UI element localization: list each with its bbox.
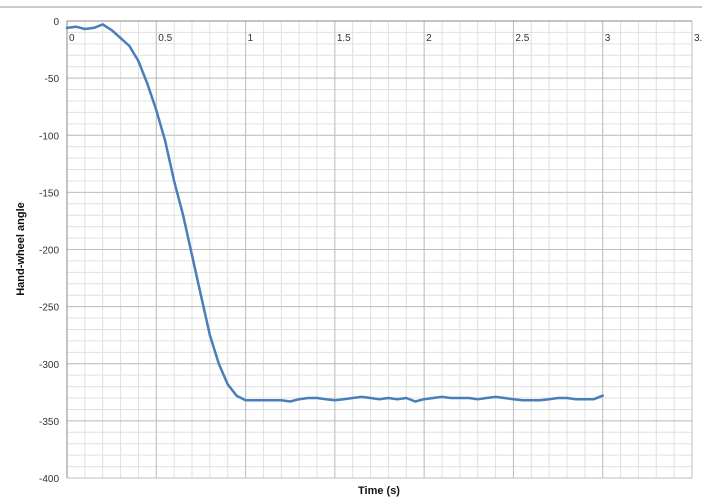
x-tick-label: 2.5 xyxy=(515,33,529,44)
y-tick-label: -400 xyxy=(39,474,59,485)
x-axis-title: Time (s) xyxy=(358,485,400,497)
y-tick-label: -200 xyxy=(39,246,59,257)
major-gridlines xyxy=(66,20,693,479)
x-tick-label: 1 xyxy=(248,33,254,44)
y-axis-tick-labels: 0 -50 -100 -150 -200 -250 -300 -350 -400 xyxy=(39,17,59,485)
series-line xyxy=(65,23,604,403)
y-tick-label: -50 xyxy=(45,74,60,85)
x-tick-label: 0.5 xyxy=(158,33,172,44)
y-tick-label: -300 xyxy=(39,360,59,371)
series-layer xyxy=(65,23,604,403)
y-tick-label: -350 xyxy=(39,417,59,428)
x-tick-label: 0 xyxy=(69,33,75,44)
y-tick-label: -250 xyxy=(39,303,59,314)
axes xyxy=(66,20,692,478)
x-tick-label: 3 xyxy=(605,33,611,44)
x-tick-label: 3.5 xyxy=(694,33,702,44)
x-axis-tick-labels: 0 0.5 1 1.5 2 2.5 3 3.5 xyxy=(69,33,702,44)
x-tick-label: 2 xyxy=(426,33,432,44)
y-tick-label: -150 xyxy=(39,188,59,199)
y-tick-label: 0 xyxy=(53,17,59,28)
y-tick-label: -100 xyxy=(39,131,59,142)
x-tick-label: 1.5 xyxy=(337,33,351,44)
y-axis-title: Hand-wheel angle xyxy=(15,202,27,296)
